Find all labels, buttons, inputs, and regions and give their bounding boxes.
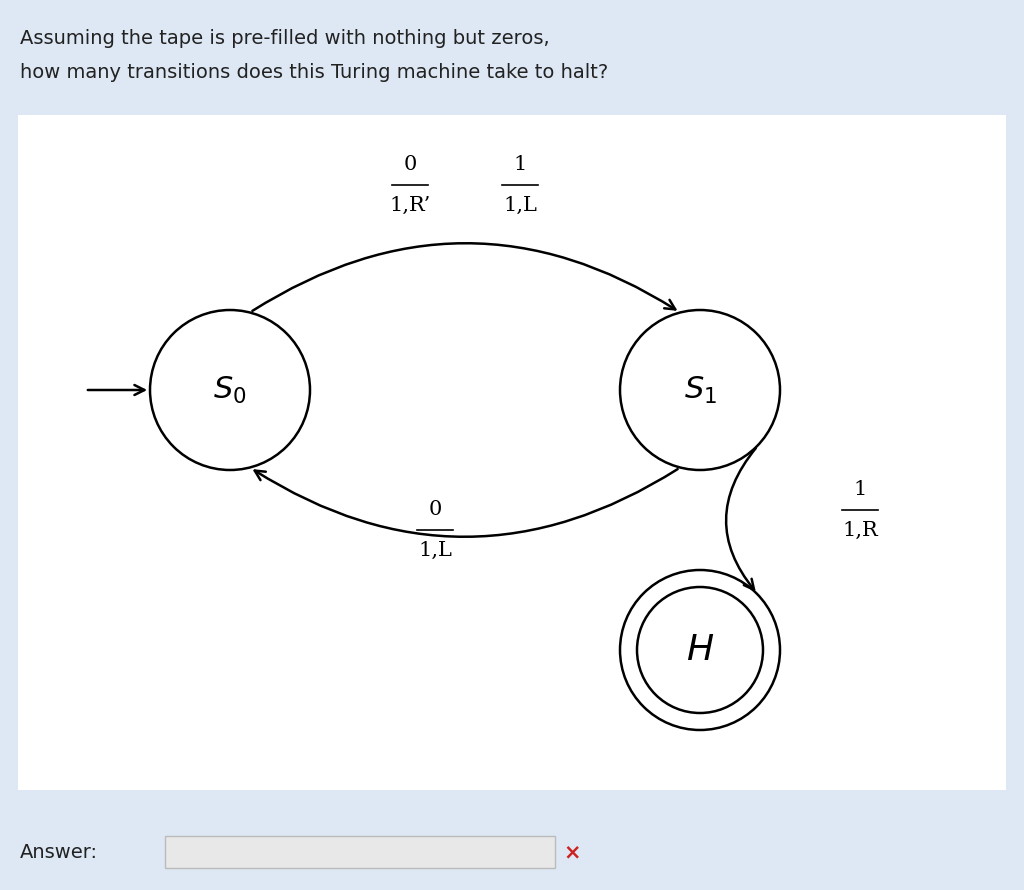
Text: 1,R’: 1,R’ (389, 196, 431, 215)
Text: 1,L: 1,L (418, 541, 452, 560)
Text: $S_0$: $S_0$ (213, 375, 247, 406)
Text: 1: 1 (853, 480, 866, 499)
Text: how many transitions does this Turing machine take to halt?: how many transitions does this Turing ma… (20, 62, 608, 82)
Text: Assuming the tape is pre-filled with nothing but zeros,: Assuming the tape is pre-filled with not… (20, 28, 550, 47)
Text: 1: 1 (513, 155, 526, 174)
Text: 0: 0 (428, 500, 441, 519)
Circle shape (620, 570, 780, 730)
Text: 1,L: 1,L (503, 196, 537, 215)
Text: Answer:: Answer: (20, 843, 98, 862)
Bar (18, 115, 1006, 790)
Bar (165, 836, 555, 868)
Text: 0: 0 (403, 155, 417, 174)
Circle shape (150, 310, 310, 470)
Text: 1,R: 1,R (842, 521, 878, 540)
Text: $S_1$: $S_1$ (683, 375, 717, 406)
Circle shape (620, 310, 780, 470)
Text: ×: × (563, 842, 581, 862)
Text: $H$: $H$ (686, 633, 714, 667)
